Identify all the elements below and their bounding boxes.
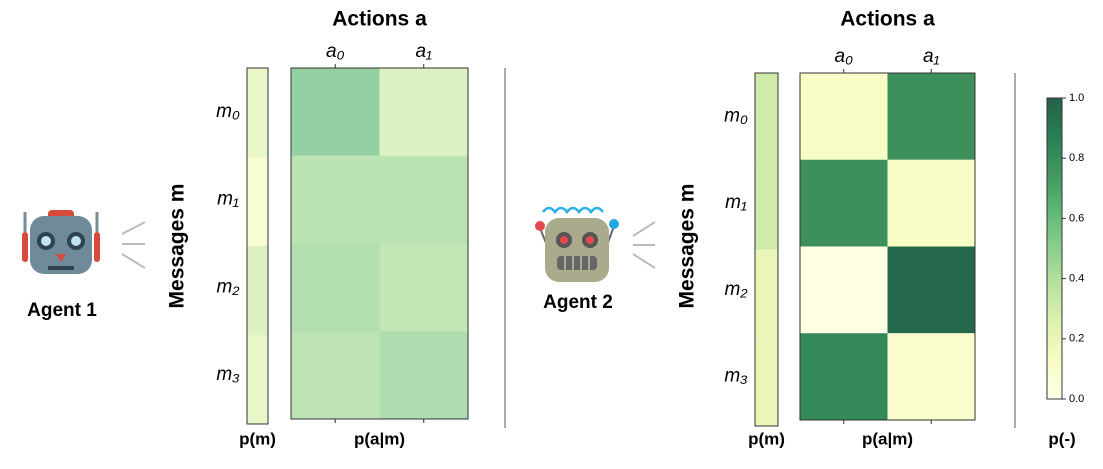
marginal-cell [247,157,268,246]
heatmap-frame [290,67,469,420]
x-tick-label: a₀ [834,46,853,67]
heatmap-frame [799,72,976,421]
marginal-cell [755,337,778,426]
x-tick-label: a₁ [923,46,940,67]
colorbar-tick-label: 0.2 [1069,333,1084,345]
heatmap-cell [379,68,468,156]
y-tick-label: m₁ [725,192,747,213]
heatmap-cell [291,331,380,419]
x-axis-label: p(m) [239,429,276,448]
colorbar-tick-label: 0.8 [1069,152,1084,164]
signal-lines [121,221,656,269]
heatmap-cell [800,159,888,247]
colorbar-tick-label: 0.4 [1069,273,1084,285]
y-tick-label: m₀ [216,101,240,122]
y-tick-label: m₀ [724,105,748,126]
chart-title: Actions a [332,8,427,31]
y-axis-label: Messages m [166,184,189,309]
colorbar-tick-label: 0.6 [1069,212,1084,224]
y-tick-label: m₃ [216,364,240,385]
y-tick-label: m₁ [217,189,239,210]
x-tick-label: a₀ [326,41,345,62]
y-tick-label: m₂ [216,276,240,297]
heatmap-cell [887,73,975,160]
marginal-cell [247,246,268,335]
marginal-cell [755,249,778,338]
heatmap-cell [291,155,380,244]
marginal-cell [755,161,778,250]
heatmap-cell [291,243,380,332]
heatmap-cell [379,155,468,244]
heatmap-cell [887,246,975,334]
heatmap-cell [887,333,975,420]
heatmap-cell [800,246,888,334]
heatmap-cell [800,333,888,420]
marginal-frame [246,67,269,425]
robot-icon [535,206,619,282]
marginal-cell [247,68,268,157]
heatmap-cell [887,159,975,247]
x-axis-label: p(a|m) [862,429,913,448]
colorbar [1046,97,1063,400]
x-axis-label: p(m) [748,429,785,448]
agent-label: Agent 2 [543,292,613,313]
y-axis-label: Messages m [676,184,699,309]
heatmap-cell [291,68,380,156]
agent-label: Agent 1 [27,300,97,321]
y-tick-label: m₂ [724,279,748,300]
chart-title: Actions a [840,8,935,31]
marginal-frame [754,72,779,427]
colorbar-tick-label: 0.0 [1069,393,1084,405]
colorbar-label: p(-) [1048,429,1075,448]
x-tick-label: a₁ [415,41,432,62]
marginal-cell [247,335,268,424]
y-tick-label: m₃ [724,366,748,387]
marginal-cell [755,73,778,162]
colorbar-tick-label: 1.0 [1069,92,1084,104]
heatmap-cell [379,331,468,419]
heatmap-cell [800,73,888,160]
heatmap-cell [379,243,468,332]
robot-icon [22,210,100,274]
x-axis-label: p(a|m) [354,429,405,448]
